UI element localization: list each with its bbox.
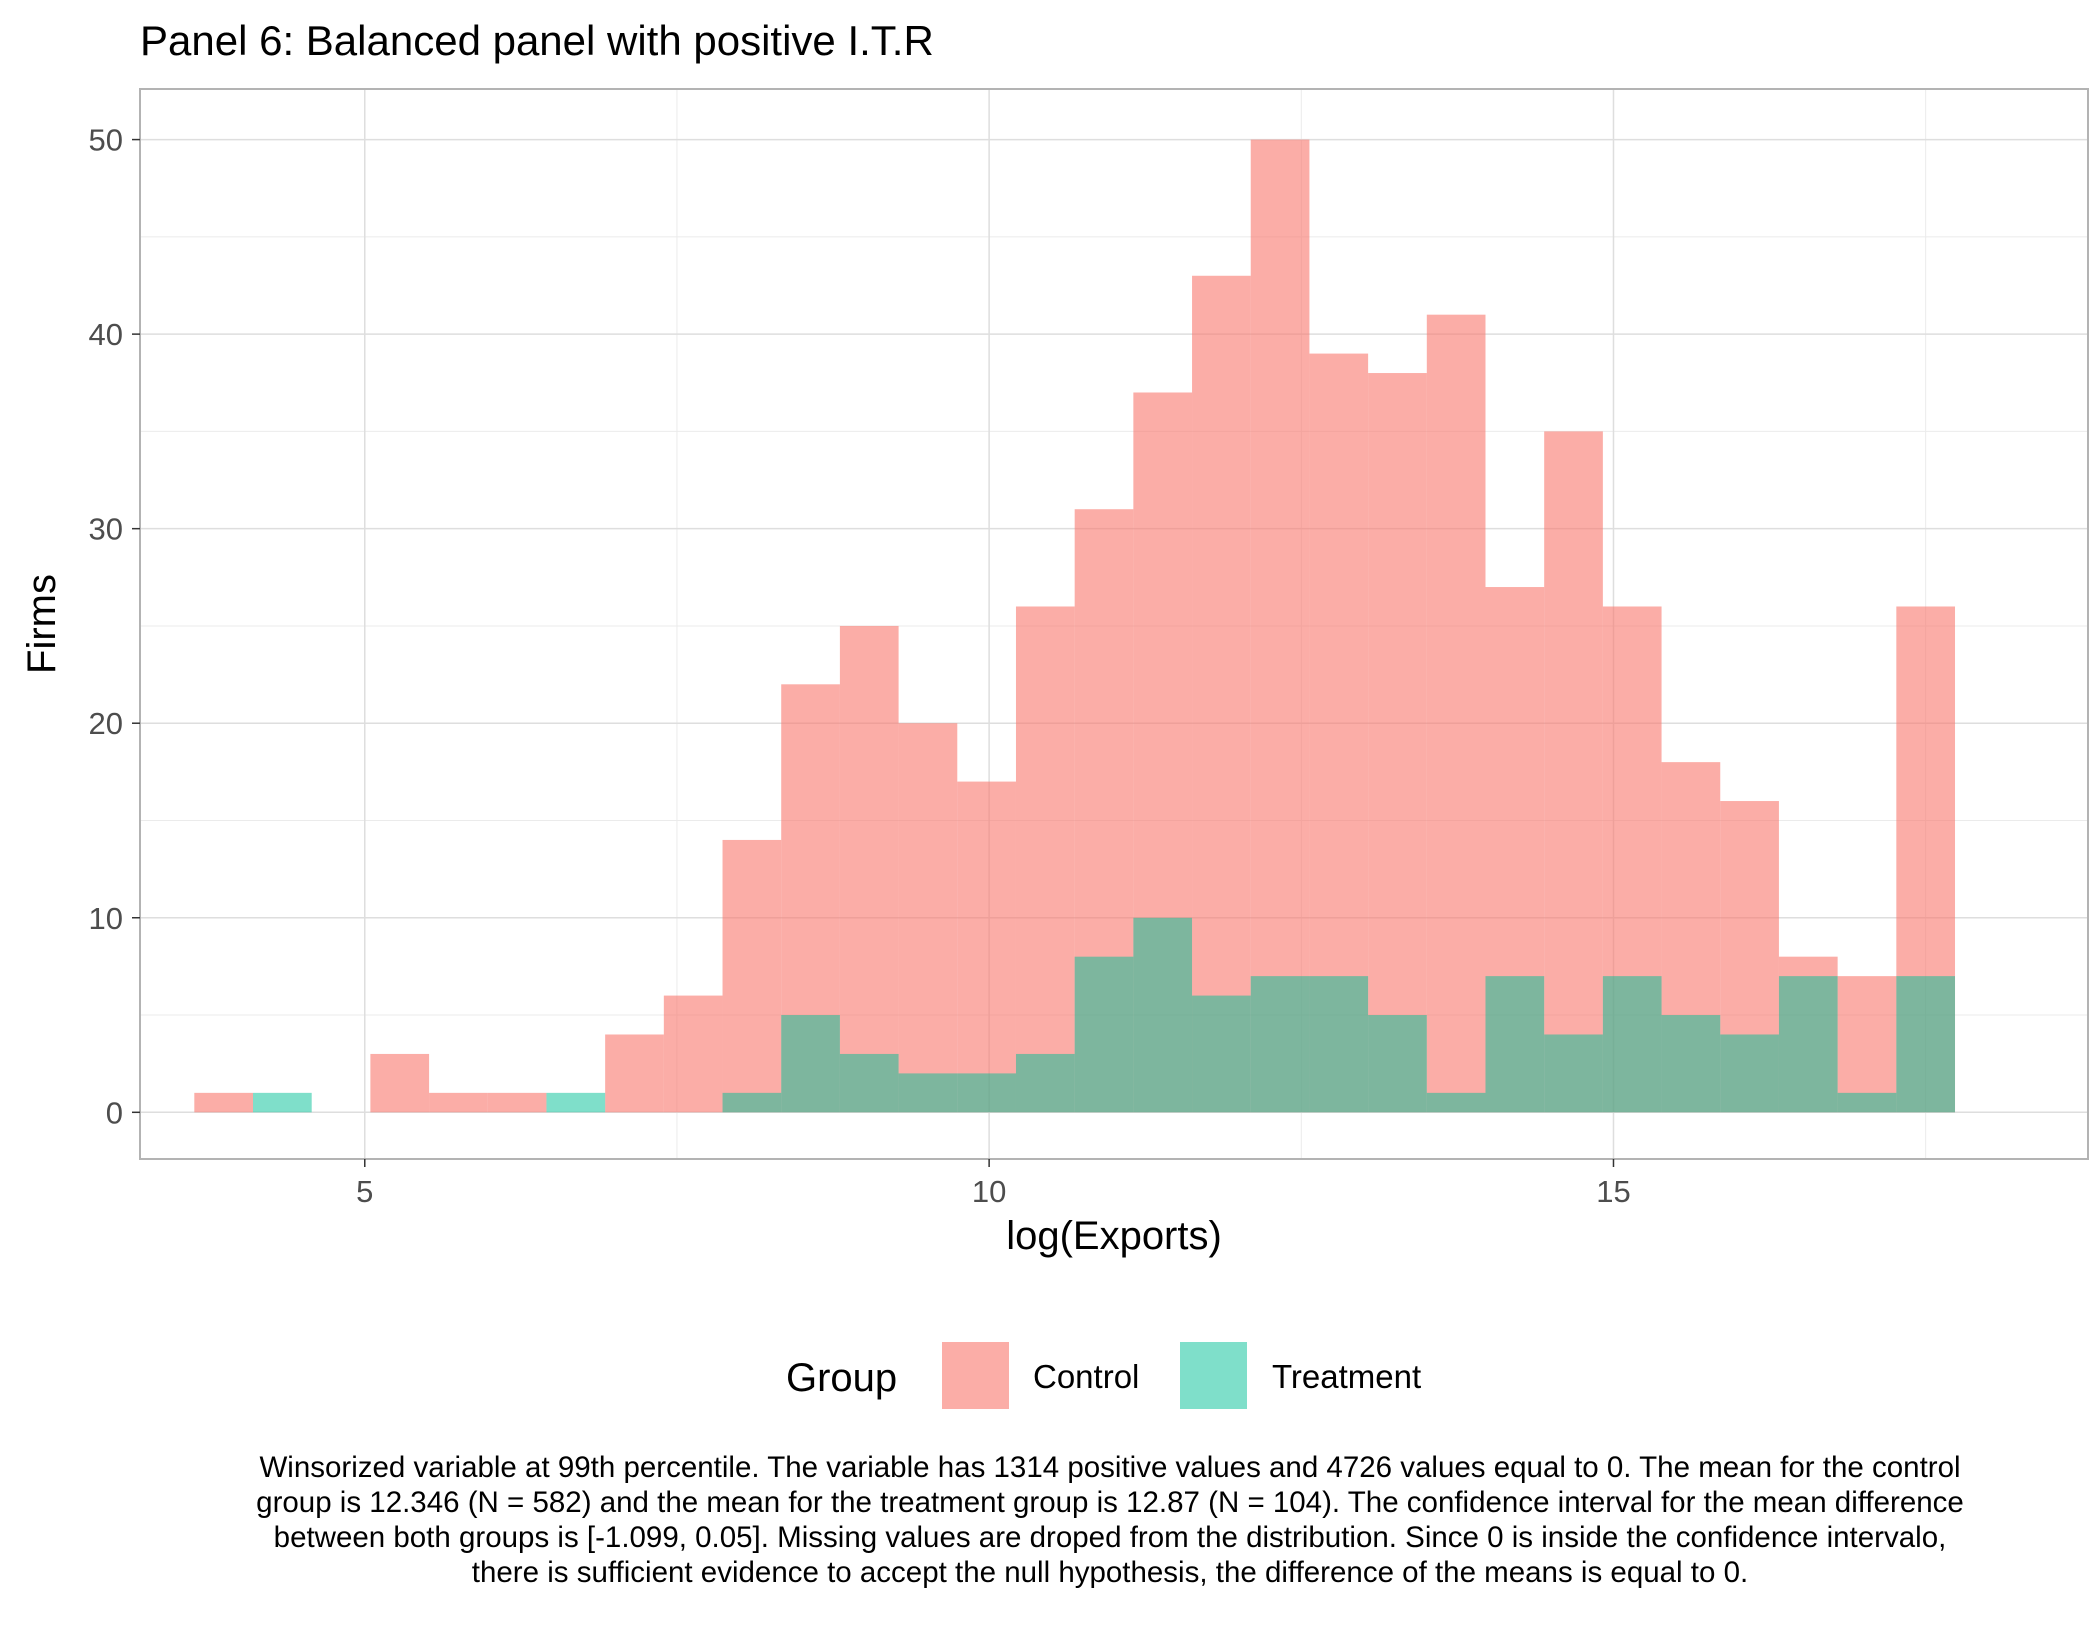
y-tick-label: 30 (89, 512, 123, 547)
bar-treatment (1720, 1034, 1779, 1113)
bar-control (370, 1053, 430, 1113)
legend-label-control: Control (1033, 1358, 1139, 1395)
x-tick-label: 10 (972, 1174, 1006, 1209)
y-axis-ticks: 0 10 20 30 40 50 (89, 123, 140, 1130)
bar-treatment (1426, 1092, 1486, 1113)
bar-treatment (1192, 995, 1251, 1113)
bar-treatment (898, 1073, 958, 1113)
x-axis-title: log(Exports) (1006, 1214, 1222, 1258)
bar-treatment (957, 1073, 1016, 1113)
bar-treatment (1015, 1053, 1075, 1113)
bar-treatment (1250, 976, 1310, 1113)
y-tick-label: 0 (106, 1095, 123, 1130)
legend: Group Control Treatment (786, 1342, 1421, 1409)
legend-label-treatment: Treatment (1272, 1358, 1421, 1395)
bar-control (957, 781, 1016, 1113)
bar-control (1544, 431, 1603, 1113)
bar-control (1192, 275, 1251, 1113)
bar-control (605, 1034, 664, 1113)
treatment-bars (253, 917, 1956, 1113)
x-tick-label: 5 (356, 1174, 373, 1209)
bar-control (898, 723, 958, 1113)
bar-treatment (1778, 976, 1838, 1113)
bar-control (487, 1092, 547, 1113)
y-axis-title: Firms (20, 574, 64, 674)
y-tick-label: 20 (89, 706, 123, 741)
legend-key-control (942, 1342, 1009, 1409)
bar-control (1250, 139, 1310, 1113)
bar-treatment (1661, 1015, 1721, 1113)
bar-control (839, 625, 899, 1113)
chart-caption: Winsorized variable at 99th percentile. … (256, 1451, 1964, 1589)
bar-control (1368, 373, 1427, 1113)
bar-treatment (1309, 976, 1369, 1113)
bar-treatment (1602, 976, 1662, 1113)
bar-treatment (1133, 917, 1193, 1113)
bar-treatment (1896, 976, 1956, 1113)
bar-control (1015, 606, 1075, 1113)
bar-treatment (839, 1053, 899, 1113)
legend-key-treatment (1180, 1342, 1247, 1409)
bar-treatment (1544, 1034, 1603, 1113)
bar-treatment (781, 1015, 840, 1113)
bar-control (194, 1092, 254, 1113)
y-tick-label: 40 (89, 317, 123, 352)
bar-treatment (1837, 1092, 1897, 1113)
bar-treatment (253, 1092, 312, 1113)
bar-control (1837, 976, 1897, 1113)
plot-border (139, 88, 2089, 1160)
bar-treatment (1485, 976, 1545, 1113)
bar-treatment (1368, 1015, 1427, 1113)
y-tick-label: 10 (89, 901, 123, 936)
bar-treatment (546, 1092, 606, 1113)
bar-control (663, 995, 723, 1113)
chart-title: Panel 6: Balanced panel with positive I.… (140, 17, 934, 64)
legend-title: Group (786, 1356, 897, 1400)
bar-control (1426, 314, 1486, 1113)
bar-treatment (722, 1092, 782, 1113)
bar-control (722, 839, 782, 1113)
bar-treatment (1074, 956, 1134, 1113)
y-tick-label: 50 (89, 123, 123, 158)
bar-control (429, 1092, 488, 1113)
x-axis-ticks: 5 10 15 (356, 1159, 1631, 1209)
x-tick-label: 15 (1596, 1174, 1630, 1209)
